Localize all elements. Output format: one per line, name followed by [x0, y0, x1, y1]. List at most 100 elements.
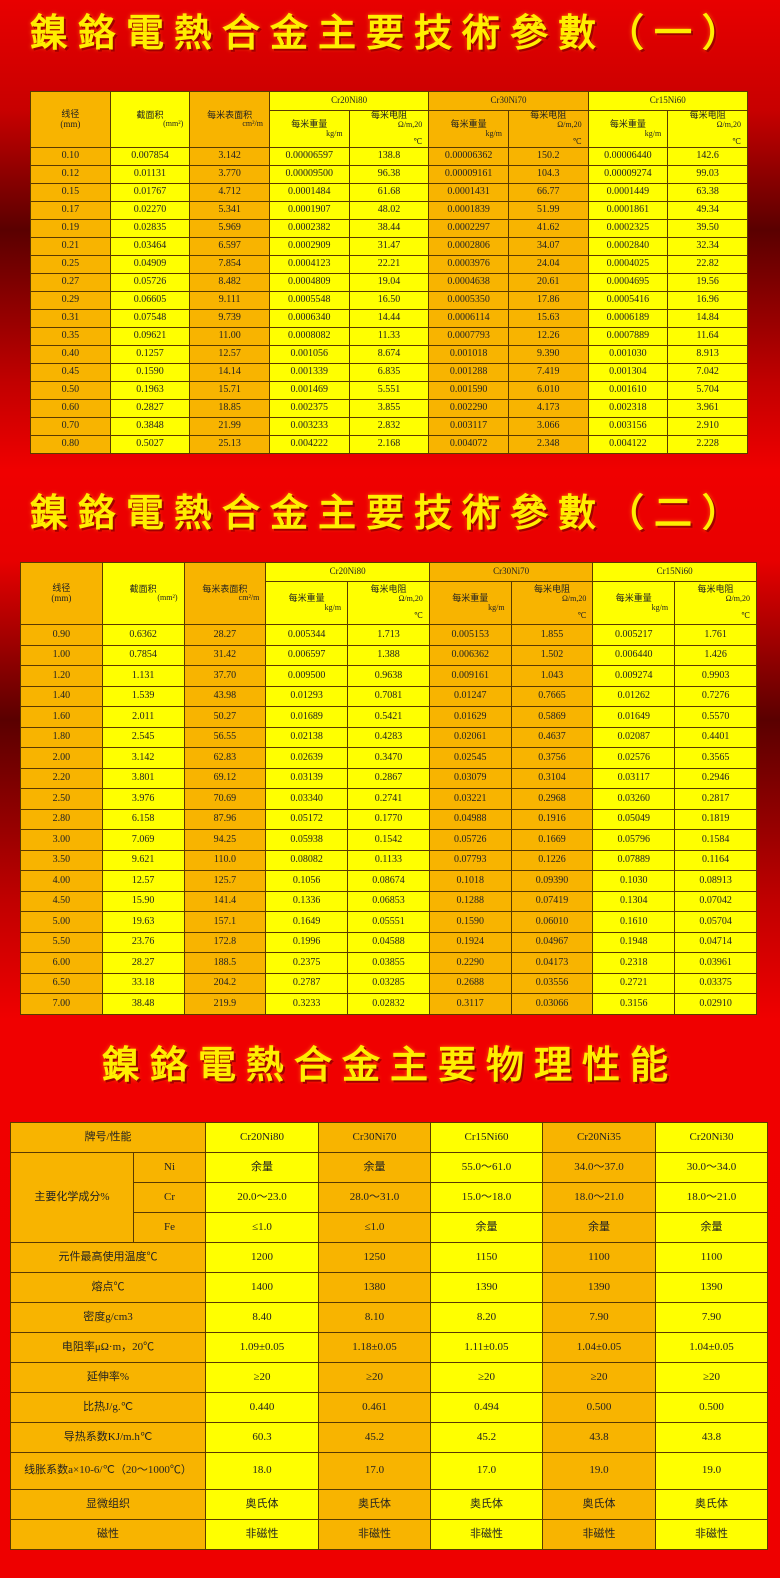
- table-cell: 0.001288: [428, 363, 509, 382]
- header-text: kg/m: [485, 128, 502, 138]
- table-cell: 0.2827: [109, 399, 191, 418]
- element-label: Cr: [133, 1182, 206, 1213]
- header-text: 每米电阻: [533, 584, 570, 595]
- table-cell: 0.001590: [428, 381, 509, 400]
- table-cell: 余量: [430, 1212, 543, 1243]
- header-area: 截面积 (mm²): [109, 91, 191, 148]
- table-cell: 0.1257: [109, 345, 191, 364]
- table-cell: 2.20: [20, 767, 103, 789]
- table-cell: 17.86: [507, 291, 589, 310]
- header-resistance: 每米电阻 Ω/m,20 ℃: [674, 581, 757, 625]
- table-cell: 0.1770: [347, 808, 430, 830]
- table-cell: 7.00: [20, 993, 103, 1015]
- table-cell: 0.001056: [268, 345, 350, 364]
- table-cell: 0.2946: [674, 767, 757, 789]
- table-cell: 1.40: [20, 685, 103, 707]
- header-row: 牌号/性能 Cr20Ni80 Cr30Ni70 Cr15Ni60 Cr20Ni35 Cr2…: [10, 1122, 768, 1153]
- table-cell: 4.50: [20, 890, 103, 912]
- header-text: kg/m: [488, 602, 505, 612]
- table-cell: 7.854: [189, 255, 270, 274]
- table-cell: 0.4283: [347, 726, 430, 748]
- table-cell: 0.0002297: [428, 219, 509, 238]
- table-cell: 0.1030: [592, 870, 676, 892]
- table-cell: 1.502: [510, 644, 594, 666]
- table-cell: 奥氏体: [655, 1489, 768, 1520]
- table-cell: 0.02545: [428, 747, 512, 769]
- header-text: 每米电阻: [530, 110, 567, 121]
- table-cell: 0.0005416: [587, 291, 669, 310]
- table-cell: 0.03961: [674, 952, 757, 974]
- table-cell: 7.419: [507, 363, 589, 382]
- table-cell: 15.90: [101, 890, 185, 912]
- header-text: ℃: [413, 137, 423, 147]
- header-row: 线径 (mm) 截面积 (mm²) 每米表面积 cm²/m Cr20Ni80 Cr30Ni70…: [20, 562, 757, 625]
- table-row: 0.60 0.2827 18.85 0.002375 3.855 0.002290 4.17…: [30, 399, 748, 418]
- table-cell: 2.50: [20, 788, 103, 810]
- table-cell: 6.158: [101, 808, 185, 830]
- table-cell: 0.0002840: [587, 237, 669, 256]
- table-cell: 0.04909: [109, 255, 191, 274]
- table-cell: 0.02910: [674, 993, 757, 1015]
- table-cell: 0.08913: [674, 870, 757, 892]
- table-cell: 31.42: [183, 644, 267, 666]
- table-cell: 17.0: [318, 1452, 431, 1490]
- header-text: 截面积: [129, 583, 157, 594]
- header-text: ℃: [732, 137, 741, 147]
- table-cell: 0.02270: [109, 201, 191, 220]
- table-cell: 0.1669: [510, 829, 594, 851]
- table-cell: 11.33: [348, 327, 430, 346]
- table-cell: 0.01293: [265, 685, 349, 707]
- table-cell: 0.461: [318, 1392, 431, 1423]
- table-cell: 4.173: [507, 399, 589, 418]
- title-specs-1: 鎳鉻電熱合金主要技術參數（一）: [29, 10, 750, 55]
- header-text: 每米重量: [291, 119, 328, 130]
- table-row: 主要化学成分% Ni 余量 余量 55.0～61.0 34.0～37.0 30.0～34.0: [10, 1152, 768, 1243]
- table-cell: 0.9903: [674, 665, 757, 687]
- property-label: 导热系数KJ/m.h℃: [10, 1422, 206, 1453]
- table-row: 0.15 0.01767 4.712 0.0001484 61.68 0.0001431 6…: [30, 183, 748, 202]
- table-cell: 5.50: [20, 931, 103, 953]
- header-text: 每米电阻: [689, 110, 726, 121]
- header-weight: 每米重量 kg/m: [428, 110, 509, 148]
- table-cell: 0.6362: [101, 624, 185, 646]
- table-cell: 1.60: [20, 706, 103, 728]
- table-cell: 0.10: [30, 147, 111, 166]
- table-cell: ≥20: [205, 1362, 319, 1393]
- table-cell: 0.03464: [109, 237, 191, 256]
- table-cell: 0.04588: [347, 931, 430, 953]
- table-cell: 2.80: [20, 808, 103, 830]
- table-cell: 19.0: [655, 1452, 768, 1490]
- table-cell: 0.3848: [109, 417, 191, 436]
- table-cell: 0.01649: [592, 706, 676, 728]
- table-row: 延伸率% ≥20 ≥20 ≥20 ≥20 ≥20: [10, 1362, 768, 1393]
- table-cell: 28.0～31.0: [318, 1182, 431, 1213]
- table-cell: 55.0～61.0: [430, 1152, 543, 1183]
- table-cell: 0.7854: [101, 644, 185, 666]
- table-cell: 23.76: [101, 931, 185, 953]
- table-cell: 0.1226: [510, 849, 594, 871]
- header-diameter: 线径 (mm): [30, 91, 111, 148]
- table-cell: 0.01629: [428, 706, 512, 728]
- table-cell: 5.969: [189, 219, 270, 238]
- header-text: Ω/m,20: [725, 593, 750, 603]
- table-cell: 0.7276: [674, 685, 757, 707]
- property-label: 电阻率μΩ·m，20℃: [10, 1332, 206, 1363]
- table-cell: 61.68: [348, 183, 430, 202]
- table-cell: 6.50: [20, 972, 103, 994]
- table-cell: 138.8: [348, 147, 430, 166]
- table-row: 2.80 6.158 87.96 0.05172 0.1770 0.04988 0.1916…: [20, 808, 757, 830]
- table-row: 熔点℃ 1400 1380 1390 1390 1390: [10, 1272, 768, 1303]
- header-text: kg/m: [651, 602, 669, 612]
- table-cell: 28.27: [183, 624, 267, 646]
- table-cell: 0.07889: [592, 849, 676, 871]
- table-cell: 172.8: [183, 931, 267, 953]
- table-cell: 0.006440: [592, 644, 676, 666]
- table-cell: 22.21: [348, 255, 430, 274]
- table-cell: 1.04±0.05: [542, 1332, 656, 1363]
- table-cell: 0.03221: [428, 788, 512, 810]
- table-cell: 1390: [655, 1272, 768, 1303]
- table-cell: 62.83: [183, 747, 267, 769]
- table-cell: 1.04±0.05: [655, 1332, 768, 1363]
- header-weight: 每米重量 kg/m: [428, 581, 512, 625]
- table-cell: 0.500: [655, 1392, 768, 1423]
